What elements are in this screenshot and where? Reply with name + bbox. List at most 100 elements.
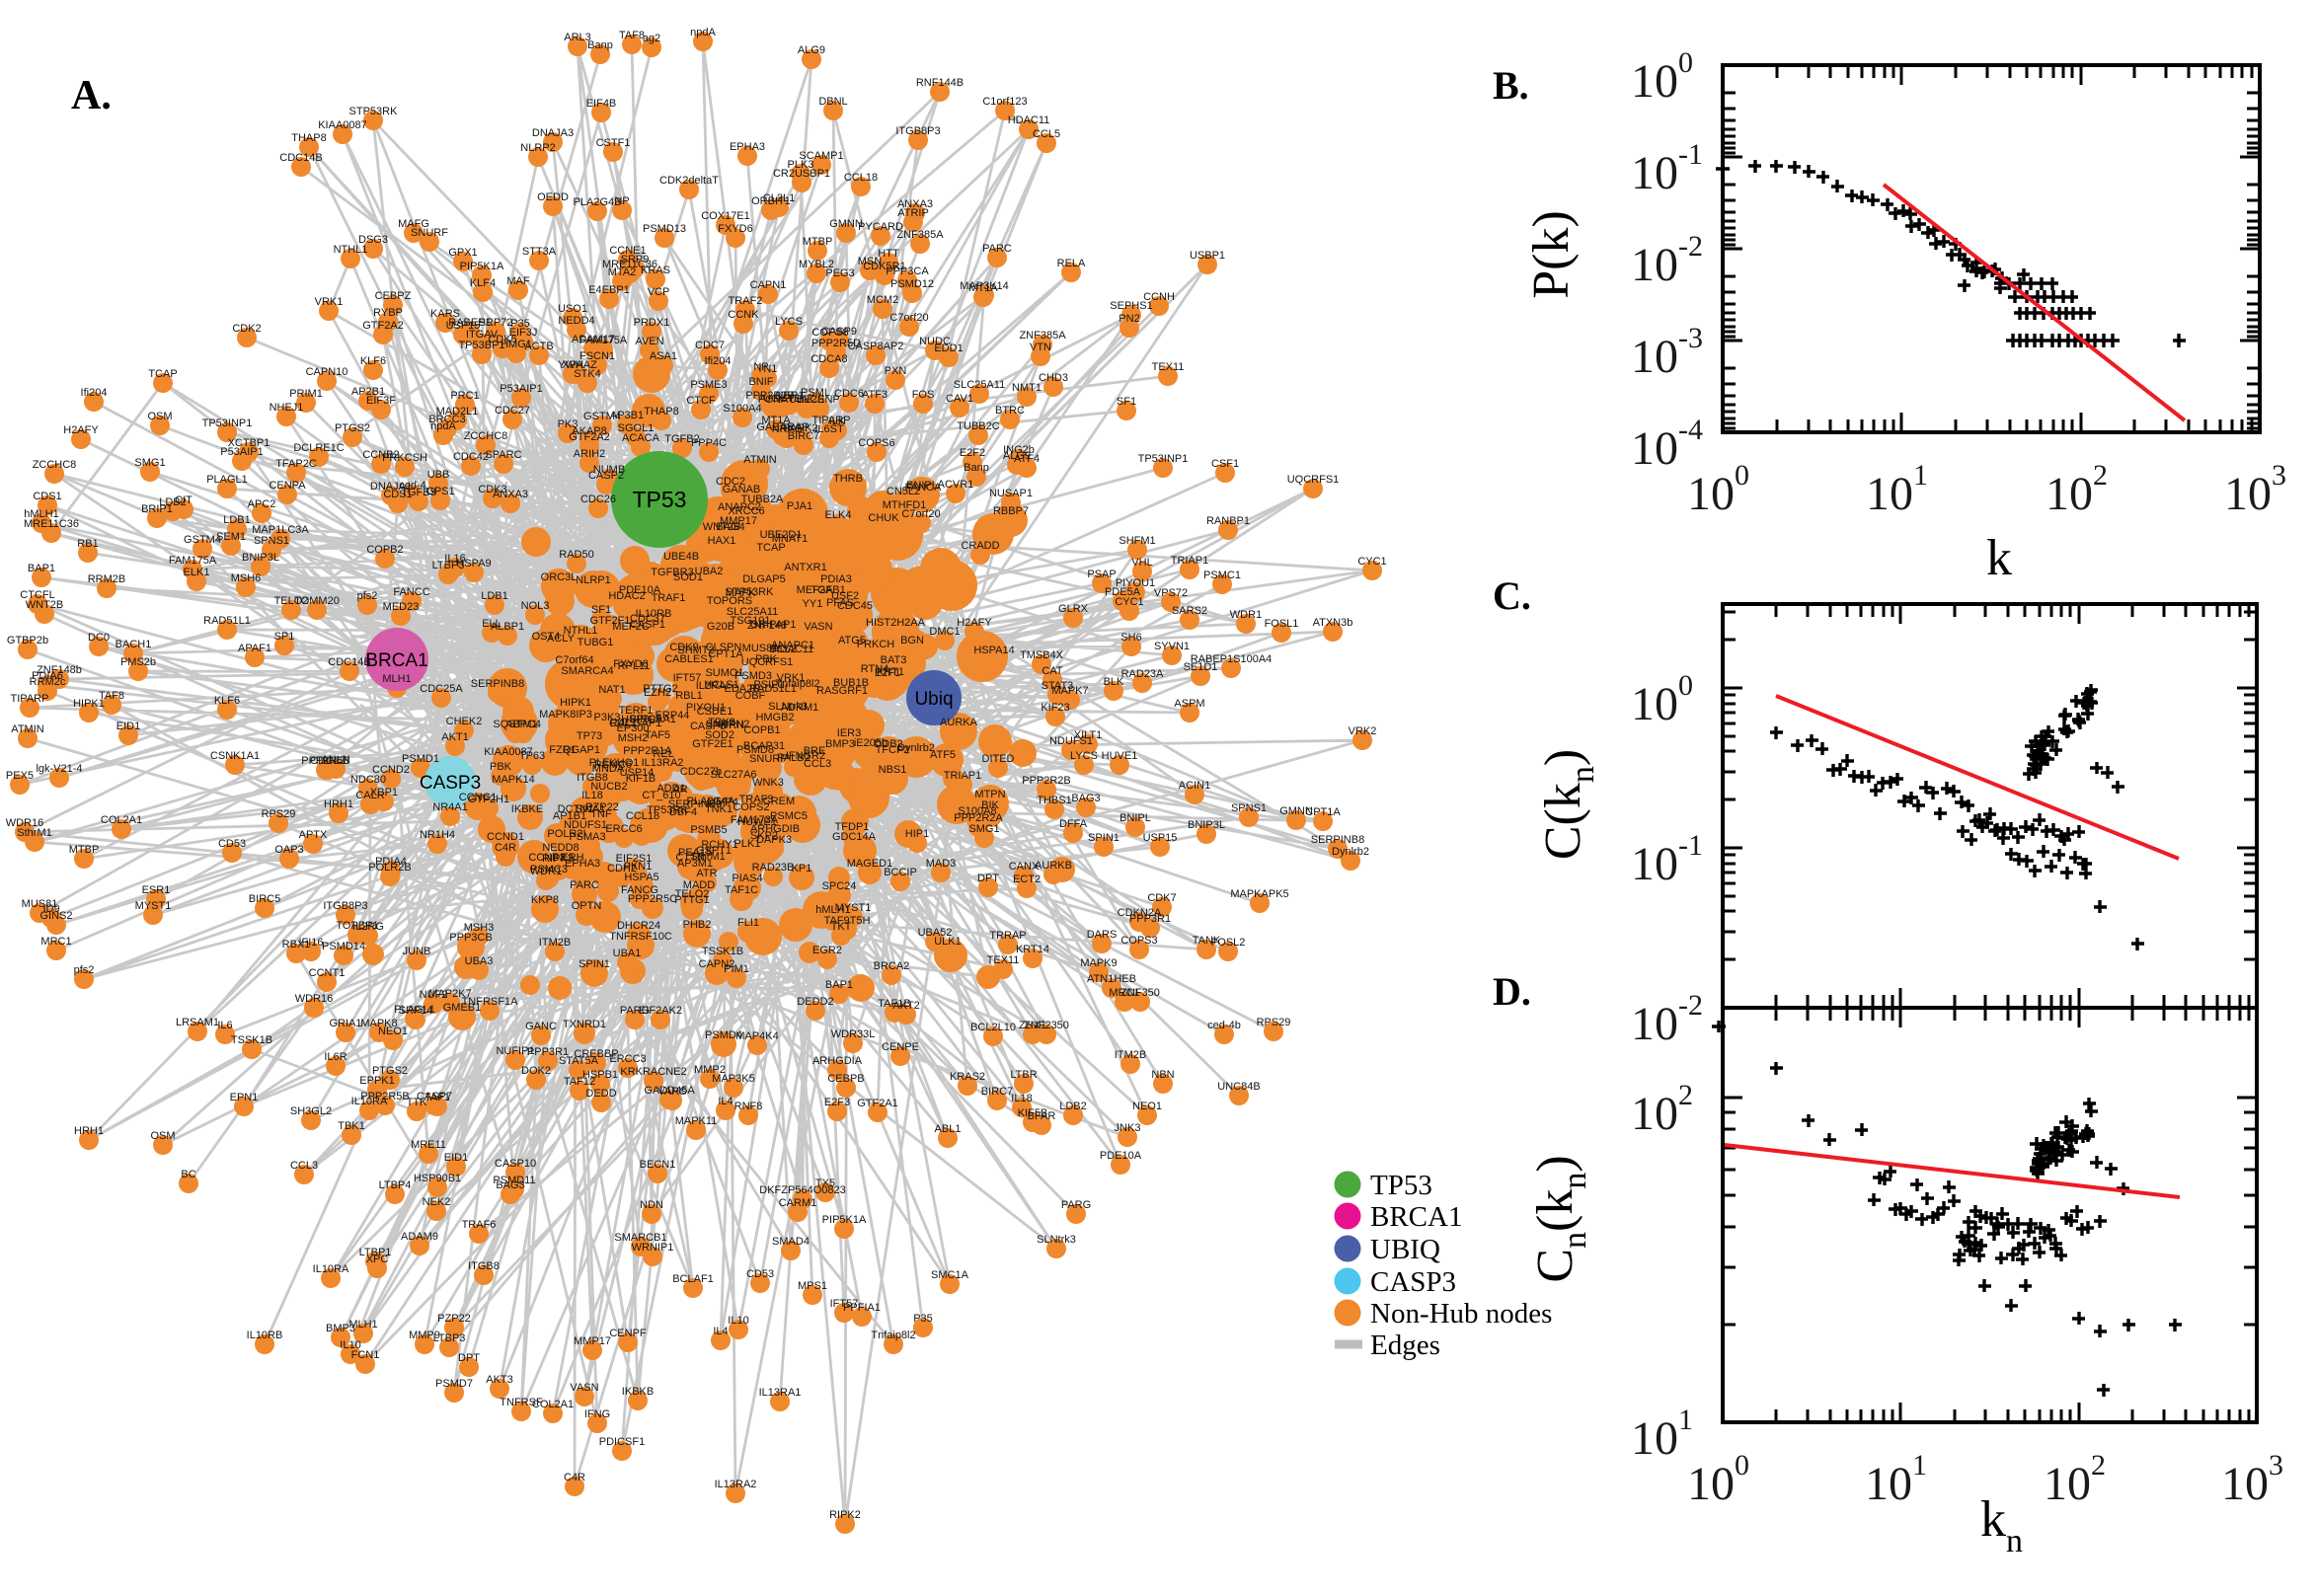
svg-text:BIRC7: BIRC7 [788,430,819,442]
svg-text:OST4: OST4 [532,631,561,643]
svg-text:CCL18: CCL18 [844,172,878,184]
svg-text:DPT: DPT [977,873,999,884]
svg-text:PIAS4: PIAS4 [732,873,762,884]
svg-text:LTBR: LTBR [1010,1069,1037,1081]
svg-text:SLC27A6: SLC27A6 [710,769,756,781]
svg-text:E2F3: E2F3 [824,1097,850,1108]
svg-text:CRADD: CRADD [961,540,999,552]
svg-text:ELK4: ELK4 [825,509,852,521]
svg-text:DPT: DPT [458,1352,480,1364]
svg-text:kn: kn [1980,1491,2023,1559]
svg-text:CDK9: CDK9 [669,642,698,653]
svg-text:IL6ST: IL6ST [814,423,844,435]
svg-text:MUS81: MUS81 [22,898,58,910]
svg-text:UBA3: UBA3 [465,955,494,967]
svg-text:PPP3R1: PPP3R1 [1129,913,1171,925]
svg-text:ITGAV: ITGAV [466,329,499,341]
svg-text:VRK2: VRK2 [1349,725,1377,737]
svg-text:PPP2R1A: PPP2R1A [623,745,672,757]
svg-text:CDH2: CDH2 [607,863,637,874]
svg-text:CHD3: CHD3 [1039,372,1068,384]
svg-text:LDB1: LDB1 [481,590,508,602]
svg-text:KIAA0087: KIAA0087 [318,119,367,131]
svg-text:NBR1: NBR1 [775,390,804,402]
svg-text:STT3A: STT3A [522,246,557,258]
svg-text:ag2: ag2 [643,33,660,44]
svg-text:ced-4b: ced-4b [1207,1020,1241,1031]
svg-text:Tnfaip8l2: Tnfaip8l2 [871,1330,915,1341]
svg-text:ING2b: ING2b [1003,444,1035,456]
svg-text:RBL1: RBL1 [675,690,703,702]
svg-text:STK4: STK4 [574,368,601,380]
svg-text:UQCRFS1: UQCRFS1 [1287,474,1340,486]
svg-text:SUMO1: SUMO1 [705,667,743,679]
svg-text:C(kn): C(kn) [1535,749,1601,860]
svg-text:Ubiq: Ubiq [914,689,953,710]
svg-text:PLK1: PLK1 [734,838,761,850]
svg-text:SRP14: SRP14 [399,1005,433,1017]
svg-text:CASP2: CASP2 [588,470,624,482]
svg-text:TUBG1: TUBG1 [578,637,614,648]
svg-text:HRH1: HRH1 [324,798,353,810]
svg-text:NUF2: NUF2 [420,989,448,1001]
svg-text:PIP5K1A: PIP5K1A [460,261,504,272]
svg-text:ACACA: ACACA [622,432,660,444]
svg-text:MAP4K4: MAP4K4 [735,1030,778,1042]
svg-text:APTX: APTX [299,829,328,841]
svg-text:SF1: SF1 [591,604,611,616]
svg-text:TTK: TTK [407,1097,427,1108]
svg-text:REL: REL [653,748,673,760]
svg-text:MEF2A: MEF2A [797,584,833,596]
svg-text:CDC27: CDC27 [495,405,530,417]
svg-text:SLC25A11: SLC25A11 [727,606,778,618]
svg-text:ZCCHC8: ZCCHC8 [33,459,77,471]
svg-text:UBE4B: UBE4B [663,551,699,563]
svg-text:RNF8: RNF8 [734,1101,763,1112]
svg-text:COPB2: COPB2 [366,544,403,556]
svg-text:VRK1: VRK1 [315,296,344,308]
svg-text:101: 101 [1866,459,1928,520]
svg-text:MT1A: MT1A [761,415,791,426]
svg-text:PSMD12: PSMD12 [890,278,934,290]
svg-text:PPP3CB: PPP3CB [449,932,492,944]
svg-text:VASN: VASN [804,621,832,633]
svg-text:USO1: USO1 [558,303,587,315]
svg-text:NUSAP1: NUSAP1 [989,488,1033,499]
svg-text:CDS1: CDS1 [33,491,61,502]
svg-text:ID9: ID9 [42,903,59,915]
svg-text:TERF1: TERF1 [619,705,654,717]
svg-text:WDR1: WDR1 [1230,609,1262,621]
svg-text:101: 101 [1631,1404,1693,1465]
svg-text:E2F1: E2F1 [875,667,900,679]
svg-text:TOPBP1: TOPBP1 [336,920,378,932]
svg-text:ARHGDIA: ARHGDIA [812,1055,863,1067]
svg-text:TELO2: TELO2 [274,595,309,607]
svg-text:S100A8: S100A8 [958,805,996,817]
svg-text:AP2B1: AP2B1 [351,386,385,398]
svg-text:ATRIP: ATRIP [897,207,929,219]
svg-text:hMLH1: hMLH1 [815,904,850,916]
svg-text:NHEJ1: NHEJ1 [270,402,304,414]
svg-text:Banp: Banp [587,39,613,51]
svg-text:STP53RK: STP53RK [349,106,399,117]
svg-text:DMC1: DMC1 [929,626,960,638]
svg-text:PEA15: PEA15 [678,847,712,859]
svg-text:ANLN: ANLN [321,754,349,766]
svg-text:CYC1: CYC1 [1115,596,1143,608]
svg-text:FAM175A: FAM175A [579,335,628,346]
svg-text:ITM2B: ITM2B [539,937,571,949]
svg-text:C.: C. [1493,573,1531,618]
svg-text:EZH2: EZH2 [644,687,671,699]
svg-text:P53AIP1: P53AIP1 [500,383,542,395]
svg-text:SLC25A11: SLC25A11 [954,379,1005,391]
svg-text:CIT: CIT [175,494,193,506]
svg-text:10-3: 10-3 [1631,322,1703,383]
svg-text:ORBIT1: ORBIT1 [751,195,791,207]
svg-text:10-4: 10-4 [1631,414,1703,475]
svg-text:HUVE1: HUVE1 [1102,750,1138,762]
svg-text:GTF2A2: GTF2A2 [362,320,404,332]
svg-text:BECN1: BECN1 [640,1159,676,1171]
svg-text:HIPK1: HIPK1 [560,697,591,709]
svg-text:ALBP1: ALBP1 [491,621,524,633]
svg-text:UBB: UBB [427,469,450,481]
